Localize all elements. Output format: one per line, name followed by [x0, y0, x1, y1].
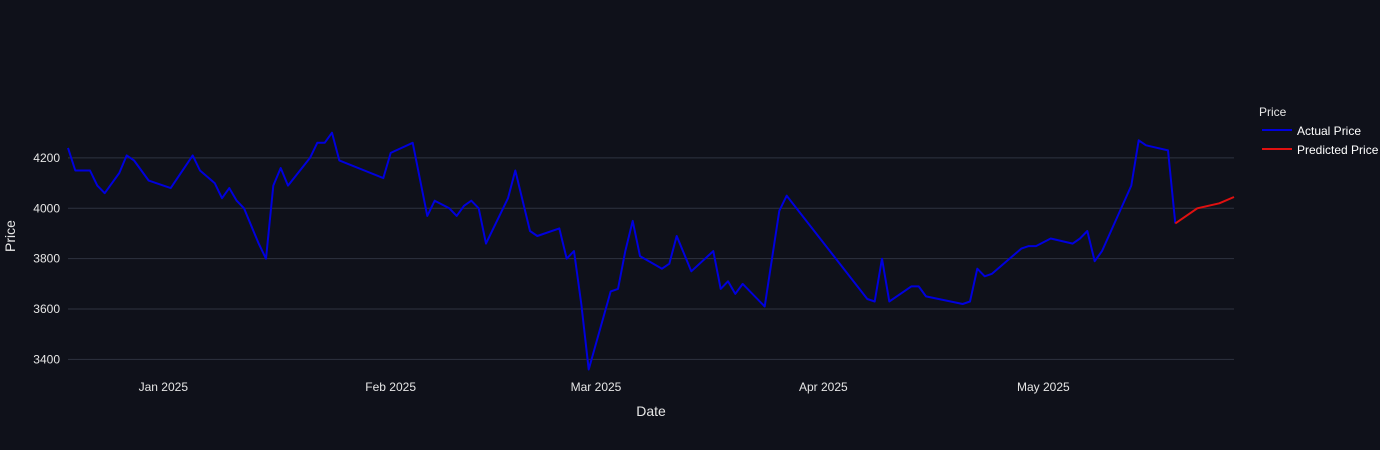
y-axis-ticks: 3400 3600 3800 4000 4200: [33, 151, 60, 366]
x-tick-label: Jan 2025: [139, 380, 189, 394]
series-lines: [67, 131, 1235, 371]
legend-title: Price: [1259, 105, 1287, 119]
legend-label-predicted: Predicted Price: [1297, 143, 1379, 157]
x-tick-label: Apr 2025: [799, 380, 848, 394]
y-tick-label: 3600: [33, 302, 60, 316]
y-axis-title: Price: [2, 220, 18, 252]
legend-item-predicted[interactable]: Predicted Price: [1262, 143, 1379, 157]
y-tick-label: 4200: [33, 151, 60, 165]
x-tick-label: Mar 2025: [571, 380, 622, 394]
legend[interactable]: Price Actual Price Predicted Price: [1259, 105, 1379, 157]
y-tick-label: 4000: [33, 201, 60, 215]
legend-label-actual: Actual Price: [1297, 124, 1361, 138]
series-line-predicted-price: [1174, 196, 1235, 225]
y-tick-label: 3800: [33, 252, 60, 266]
y-tick-label: 3400: [33, 352, 60, 366]
x-axis-ticks: Jan 2025 Feb 2025 Mar 2025 Apr 2025 May 2025: [139, 380, 1070, 394]
legend-item-actual[interactable]: Actual Price: [1262, 124, 1361, 138]
x-tick-label: Feb 2025: [365, 380, 416, 394]
series-line-actual-price: [67, 131, 1177, 371]
x-axis-title: Date: [636, 403, 666, 419]
gridlines: [68, 157, 1234, 360]
x-tick-label: May 2025: [1017, 380, 1070, 394]
